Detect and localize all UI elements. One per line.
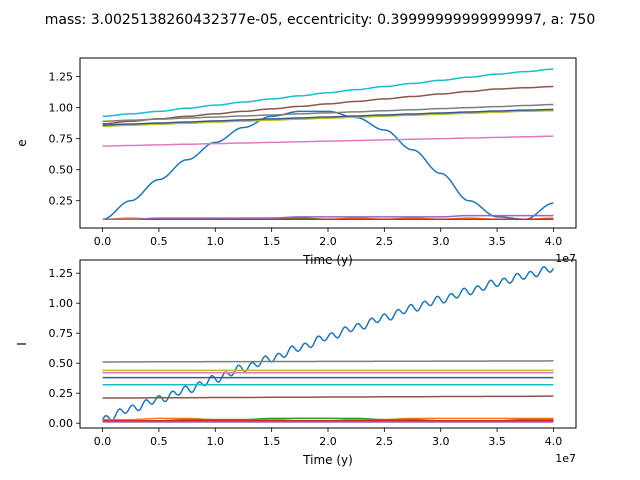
inclination-xtick-label-5: 2.5 <box>376 435 394 448</box>
inclination-ytick-label-3: 0.75 <box>49 327 74 340</box>
inclination-xtick-label-3: 1.5 <box>263 435 281 448</box>
eccentricity-series-group <box>102 68 554 221</box>
inclination-series-5-line <box>102 395 554 399</box>
inclination-ytick-label-4: 1.00 <box>49 297 74 310</box>
eccentricity-series-9-line <box>102 68 554 118</box>
eccentricity-axes-frame <box>79 57 577 229</box>
inclination-xtick-label-8: 4.0 <box>545 435 563 448</box>
eccentricity-ytick-label-0: 0.25 <box>49 195 74 208</box>
eccentricity-xtick-label-3: 1.5 <box>263 235 281 248</box>
inclination-xtick-label-7: 3.5 <box>488 435 506 448</box>
inclination-xlabel: Time (y) <box>302 453 353 467</box>
eccentricity-series-6-line <box>102 135 554 147</box>
inclination-ytick-label-5: 1.25 <box>49 267 74 280</box>
eccentricity-series-8-line <box>102 109 554 127</box>
inclination-series-7-line <box>102 360 554 363</box>
inclination-ytick-label-0: 0.00 <box>49 417 74 430</box>
eccentricity-x-offset-label: 1e7 <box>555 252 576 265</box>
inclination-xtick-label-2: 1.0 <box>207 435 225 448</box>
eccentricity-series-0-line <box>102 110 554 221</box>
eccentricity-xtick-label-8: 4.0 <box>545 235 563 248</box>
eccentricity-xtick-label-2: 1.0 <box>207 235 225 248</box>
figure-title: mass: 3.0025138260432377e-05, eccentrici… <box>45 12 596 28</box>
eccentricity-xtick-label-5: 2.5 <box>376 235 394 248</box>
inclination-ytick-label-2: 0.50 <box>49 357 74 370</box>
eccentricity-ylabel: e <box>15 139 29 146</box>
chart-inclination: 0.0 0.5 1.0 1.5 2.0 2.5 3.0 3.5 4.0 0.00 0.25 0.50 0… <box>15 259 577 467</box>
eccentricity-ytick-label-3: 1.00 <box>49 102 74 115</box>
eccentricity-xtick-label-0: 0.0 <box>94 235 112 248</box>
eccentricity-series-4-line <box>102 214 554 221</box>
eccentricity-xtick-label-7: 3.5 <box>488 235 506 248</box>
inclination-xtick-label-1: 0.5 <box>150 435 168 448</box>
inclination-series-0-line <box>101 265 555 422</box>
eccentricity-ytick-label-1: 0.50 <box>49 164 74 177</box>
eccentricity-xtick-label-6: 3.0 <box>432 235 450 248</box>
eccentricity-series-7-line <box>102 103 554 123</box>
inclination-xtick-label-0: 0.0 <box>94 435 112 448</box>
eccentricity-xtick-label-4: 2.0 <box>319 235 337 248</box>
inclination-xtick-label-4: 2.0 <box>319 435 337 448</box>
inclination-series-group <box>101 265 555 423</box>
inclination-ytick-label-1: 0.25 <box>49 387 74 400</box>
eccentricity-series-10-line <box>102 108 554 126</box>
inclination-ylabel: I <box>15 342 29 346</box>
eccentricity-series-5-line <box>102 85 554 125</box>
eccentricity-ytick-label-4: 1.25 <box>49 71 74 84</box>
eccentricity-ytick-label-2: 0.75 <box>49 133 74 146</box>
eccentricity-xtick-label-1: 0.5 <box>150 235 168 248</box>
inclination-xtick-label-6: 3.0 <box>432 435 450 448</box>
chart-eccentricity: 0.0 0.5 1.0 1.5 2.0 2.5 3.0 3.5 4.0 0.25 0.50 0.75 1… <box>15 57 577 267</box>
inclination-x-offset-label: 1e7 <box>555 452 576 465</box>
